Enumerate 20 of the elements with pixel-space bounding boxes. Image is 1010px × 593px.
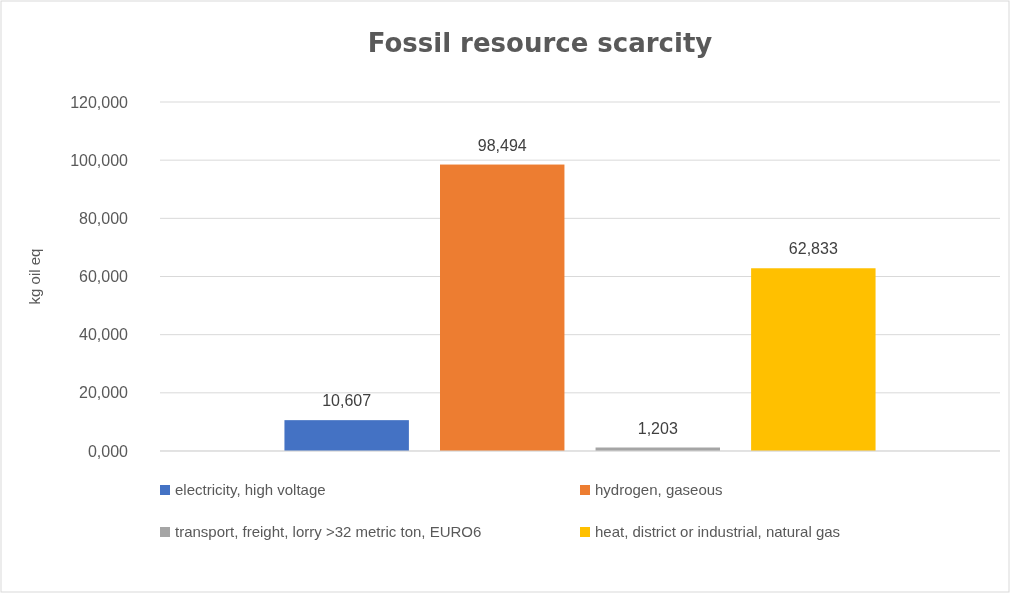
legend-label: heat, district or industrial, natural gas [595,523,841,540]
legend-label: transport, freight, lorry >32 metric ton, EURO6 [175,523,482,540]
y-tick-label: 60,000 [79,268,129,286]
chart-title: Fossil resource scarcity [367,28,713,58]
data-label: 10,607 [322,392,372,410]
data-label: 98,494 [477,136,527,154]
y-tick-label: 120,000 [70,93,129,111]
y-tick-label: 40,000 [79,326,129,344]
y-tick-label: 0,000 [87,442,129,460]
bar [440,164,565,451]
data-label: 1,203 [637,419,678,437]
data-label: 62,833 [788,240,838,258]
y-tick-label: 20,000 [79,384,129,402]
legend-label: hydrogen, gaseous [595,481,723,498]
bar [751,268,876,451]
y-axis-title: kg oil eq [26,248,43,305]
y-tick-label: 80,000 [79,209,129,227]
y-tick-label: 100,000 [70,151,129,169]
legend-label: electricity, high voltage [175,481,326,498]
bar [284,420,409,451]
